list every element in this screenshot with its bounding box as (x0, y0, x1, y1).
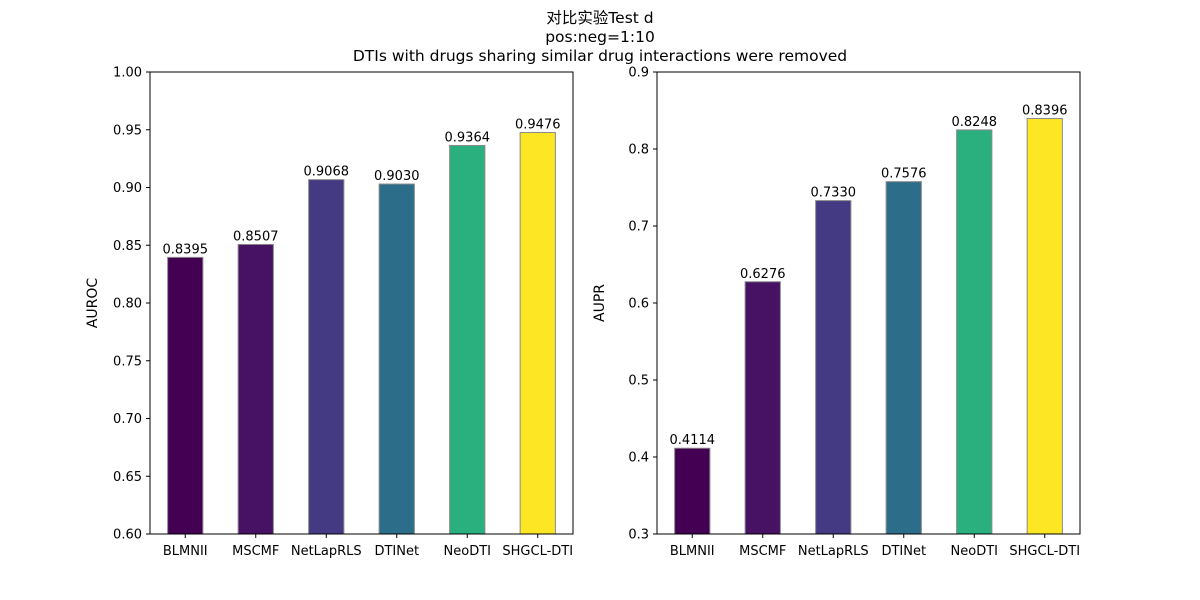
aupr-chart: 0.4114 0.6276 0.7330 0.7576 0.8248 0.8396 BLMN… (592, 66, 1081, 559)
aupr-value-label: 0.7330 (811, 186, 857, 201)
aupr-axes-frame (656, 71, 1081, 535)
aupr-x-tick-label: SHGCL-DTI (1009, 544, 1080, 559)
aupr-y-axis-label: AUPR (592, 284, 608, 322)
aupr-y-tick-label: 0.6 (628, 297, 649, 312)
auroc-bar-netlaprls (308, 179, 345, 535)
aupr-y-tick-label: 0.9 (628, 66, 649, 81)
auroc-y-axis-label: AUROC (85, 278, 101, 329)
auroc-axes-frame (149, 71, 574, 535)
aupr-bar-mscmf (744, 281, 781, 535)
auroc-x-tick-label: SHGCL-DTI (502, 544, 573, 559)
auroc-bar-mscmf (237, 243, 274, 535)
auroc-value-label: 0.8507 (233, 229, 279, 244)
aupr-y-tick-label: 0.3 (628, 528, 649, 543)
auroc-y-tick-label: 0.65 (113, 470, 142, 485)
figure-title-line-3: DTIs with drugs sharing similar drug int… (352, 47, 848, 65)
auroc-y-tick-label: 0.70 (113, 412, 142, 427)
auroc-value-label: 0.9030 (374, 169, 420, 184)
auroc-x-tick-label: MSCMF (232, 544, 279, 559)
aupr-x-tick-label: MSCMF (739, 544, 786, 559)
aupr-x-tick-label: NeoDTI (951, 544, 998, 559)
auroc-y-tick-label: 0.90 (113, 181, 142, 196)
auroc-value-label: 0.9476 (515, 118, 561, 133)
auroc-value-label: 0.9364 (445, 130, 491, 145)
aupr-x-tick-label: NetLapRLS (798, 544, 869, 559)
figure-title-line-1: 对比实验Test d (546, 9, 654, 27)
aupr-value-label: 0.6276 (740, 267, 786, 282)
aupr-x-tick-label: BLMNII (670, 544, 715, 559)
auroc-y-tick-label: 0.60 (113, 528, 142, 543)
figure-title-line-2: pos:neg=1:10 (545, 28, 655, 46)
auroc-chart: 0.8395 0.8507 0.9068 0.9030 0.9364 0.9476 BLMN… (85, 66, 574, 559)
aupr-bar-neodti (956, 129, 993, 535)
auroc-y-tick-label: 0.75 (113, 354, 142, 369)
auroc-x-tick-label: NetLapRLS (291, 544, 362, 559)
aupr-bar-shgcl-dti (1026, 118, 1063, 535)
auroc-bar-dtinet (378, 183, 415, 535)
auroc-bar-neodti (449, 144, 486, 535)
aupr-value-label: 0.8248 (952, 115, 998, 130)
aupr-y-tick-label: 0.5 (628, 374, 649, 389)
aupr-y-tick-label: 0.4 (628, 451, 649, 466)
aupr-bar-dtinet (885, 181, 922, 535)
aupr-bar-blmnii (674, 447, 711, 535)
aupr-value-label: 0.8396 (1022, 104, 1068, 119)
auroc-x-tick-label: DTINet (374, 544, 419, 559)
auroc-y-tick-label: 0.95 (113, 123, 142, 138)
aupr-bar-netlaprls (815, 200, 852, 535)
auroc-y-tick-label: 1.00 (113, 66, 142, 81)
auroc-value-label: 0.9068 (304, 165, 350, 180)
auroc-bar-shgcl-dti (519, 132, 556, 535)
aupr-y-tick-label: 0.7 (628, 220, 649, 235)
auroc-x-tick-label: BLMNII (163, 544, 208, 559)
auroc-bar-blmnii (167, 256, 204, 535)
aupr-x-tick-label: DTINet (881, 544, 926, 559)
auroc-value-label: 0.8395 (163, 242, 209, 257)
auroc-y-tick-label: 0.85 (113, 239, 142, 254)
auroc-y-tick-label: 0.80 (113, 297, 142, 312)
aupr-value-label: 0.4114 (670, 433, 716, 448)
figure-title: 对比实验Test d pos:neg=1:10 DTIs with drugs … (0, 9, 1200, 66)
aupr-y-tick-label: 0.8 (628, 143, 649, 158)
aupr-value-label: 0.7576 (881, 167, 927, 182)
auroc-x-tick-label: NeoDTI (444, 544, 491, 559)
